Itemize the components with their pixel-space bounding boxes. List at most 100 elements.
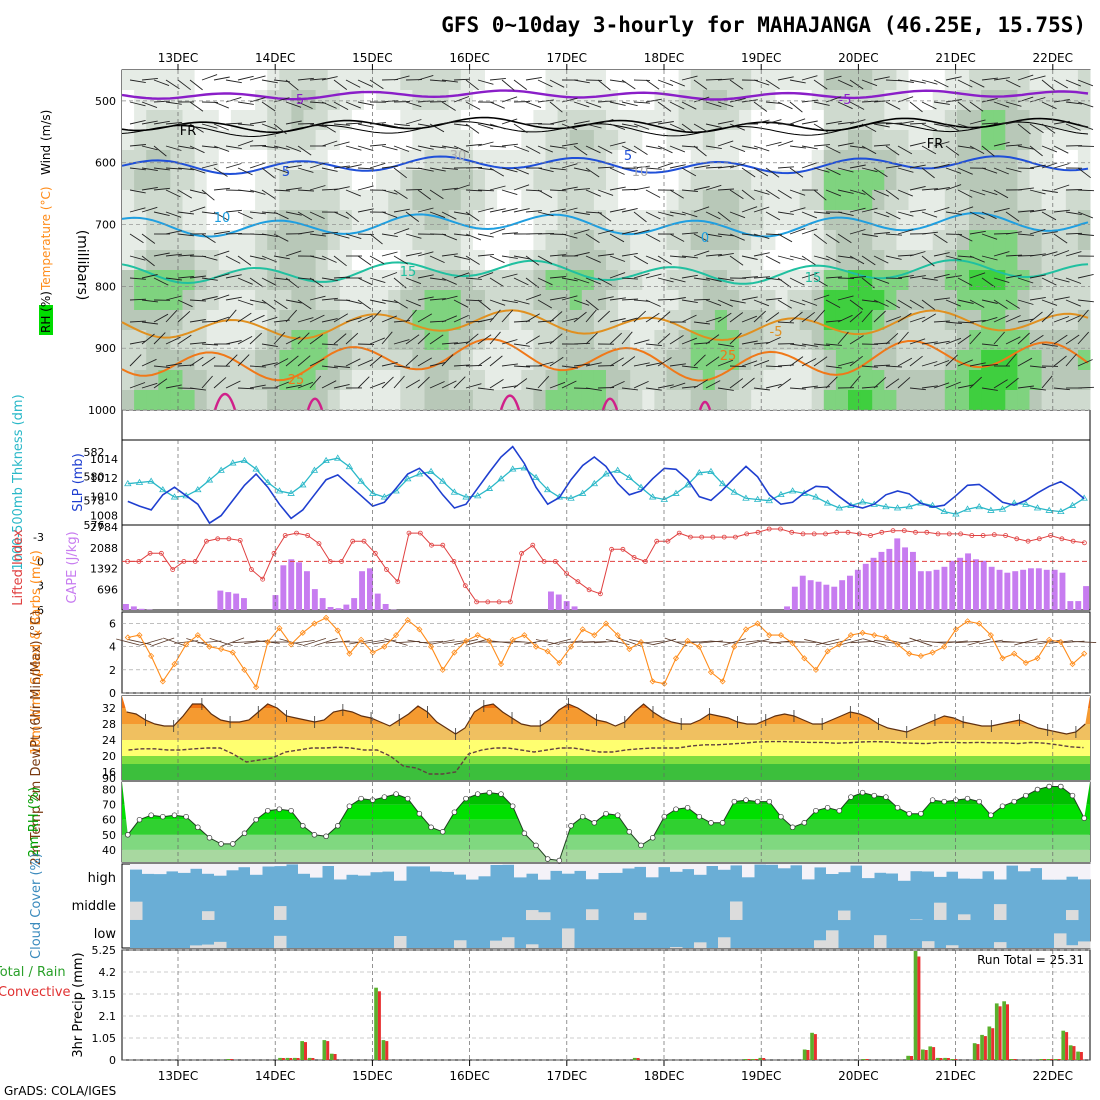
wind-barb [993,167,1009,175]
lifted-index-marker [406,530,412,536]
rh-cell [799,190,813,210]
middle-cloud-gap [910,919,923,921]
rh-cell [533,250,546,270]
rh-cell [666,250,680,270]
wind-barb [597,296,614,301]
rh-cell [1065,190,1079,210]
rh-cell [230,70,244,90]
wind-barb [1017,233,1034,236]
wind-barb [213,187,230,191]
rh-cell [545,210,559,230]
rh-cell [981,170,994,190]
rh-cell [533,330,546,350]
wind-barb [417,376,430,389]
wind-barb [573,299,590,306]
wind-barb [489,185,506,191]
wind-barb [465,79,479,91]
rh-cell [182,210,196,230]
wind-barb [909,122,927,125]
wind-barb [909,387,926,391]
rh-cell [702,110,716,130]
low-cloud-gap [814,940,827,948]
convective-bar [230,1059,234,1060]
wind-barb [405,379,421,389]
wind-barb [141,120,158,125]
wind-barb [249,299,266,304]
rh-cell [1029,250,1043,270]
wind-barb [249,365,267,368]
wind-barb [129,144,146,147]
wind-barb [165,295,182,301]
rh-cell [775,330,788,350]
wind-barb [129,189,146,194]
wind-barb [273,145,290,151]
wind-barb [897,274,914,279]
rh-cell [1041,310,1055,330]
rh-cell [351,370,365,390]
wind-barb [1017,332,1030,345]
rh-cell [848,230,861,250]
rh-cell [884,370,897,390]
wind-speed-marker [812,666,819,673]
rh-cell [884,190,897,210]
rh-cell [303,190,317,210]
rain-bar [861,1059,866,1060]
temperature-contour-line [306,397,324,411]
rh-cell [436,370,450,390]
wind-barb [825,167,841,176]
rh-cell [848,150,861,170]
rh-cell [243,370,256,390]
wind-barb [669,363,686,367]
low-cloud-gap [694,942,707,949]
rh-cell [400,370,413,390]
rh-cell [775,390,788,410]
rh-cell [533,170,546,190]
rh-cell [267,270,280,290]
wind-barb [177,167,194,171]
rh-cell [969,210,982,230]
wind-barb [945,145,960,156]
rh-cell [896,170,909,190]
rh-cell [581,290,595,310]
wind-barb [441,145,458,150]
wind-barb [837,255,854,259]
lifted-index-marker [890,528,896,534]
lifted-index-marker [372,550,378,556]
rh-cell [811,330,825,350]
convective-bar [991,1028,995,1060]
thickness-marker [707,467,715,474]
rh-legend-swatch [39,305,53,335]
rh-cell [327,130,341,150]
rh-marker [463,795,469,802]
wind-barb [405,277,422,285]
rh-cell [763,230,776,250]
rh-cell [811,290,825,310]
high-cloud-gap [322,864,335,866]
wind-barb [489,228,506,235]
slp-tick-label: 1014 [90,453,118,466]
wind-barb [345,79,361,88]
rh-cell [1005,130,1018,150]
rh-cell [122,330,135,350]
wind-barb [573,311,587,323]
rh-cell [243,330,256,350]
wind-barb [669,255,686,258]
wind-barb [765,189,780,199]
wind-barb [945,321,962,325]
rh-cell [775,250,788,270]
lifted-index-marker [586,587,592,593]
wind-barb [1029,311,1043,323]
wind-barb [873,231,890,235]
wind-barb [789,255,806,261]
rh-marker [241,830,248,837]
rh-cell [424,270,438,290]
rh-cell [134,250,147,270]
rh-cell [908,170,922,190]
thickness-marker [497,475,505,482]
wind-barb [741,315,758,323]
rh-cell [279,310,292,330]
wind-speed-marker [148,652,155,660]
rh-cell [194,330,208,350]
thickness-marker [380,493,389,500]
